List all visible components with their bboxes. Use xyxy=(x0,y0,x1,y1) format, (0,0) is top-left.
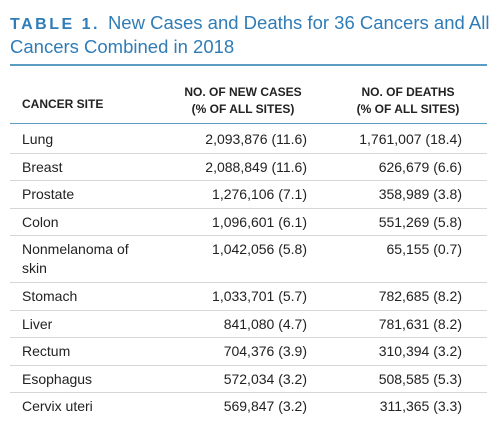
row-separator xyxy=(10,282,487,283)
new-cases: 704,376 (3.9) xyxy=(223,343,307,359)
cancer-site: Rectum xyxy=(22,343,71,359)
cancer-site: Breast xyxy=(22,158,63,175)
row-separator xyxy=(10,207,487,209)
row-separator xyxy=(10,235,487,236)
cancer-site: Cervix uteri xyxy=(22,398,93,414)
cancer-site: Esophagus xyxy=(22,370,93,387)
deaths: 781,631 (8.2) xyxy=(378,315,462,332)
deaths: 310,394 (3.2) xyxy=(378,343,462,359)
column-header: (% OF ALL SITES) xyxy=(356,102,460,116)
new-cases: 1,276,106 (7.1) xyxy=(212,186,307,202)
cancer-site: Liver xyxy=(22,315,53,332)
row-separator xyxy=(10,337,487,338)
row-separator xyxy=(10,309,487,311)
table-caption: New Cases and Deaths for 36 Cancers and … xyxy=(10,12,490,57)
deaths: 358,989 (3.8) xyxy=(378,186,462,202)
row-separator xyxy=(10,152,487,154)
column-header: (% OF ALL SITES) xyxy=(191,102,295,116)
table-label: TABLE 1. xyxy=(10,16,100,33)
deaths: 551,269 (5.8) xyxy=(378,213,462,230)
deaths: 508,585 (5.3) xyxy=(378,370,462,387)
row-separator xyxy=(10,392,487,393)
row-separator xyxy=(10,364,487,366)
row-separator xyxy=(10,180,487,181)
column-header: CANCER SITE xyxy=(22,97,104,111)
new-cases: 1,033,701 (5.7) xyxy=(212,288,307,304)
column-header: NO. OF NEW CASES xyxy=(184,85,302,99)
new-cases: 569,847 (3.2) xyxy=(223,398,307,414)
cancer-site: Colon xyxy=(22,213,59,230)
deaths: 311,365 (3.3) xyxy=(379,398,462,414)
deaths: 782,685 (8.2) xyxy=(378,288,462,304)
new-cases: 2,093,876 (11.6) xyxy=(205,131,307,147)
column-header: NO. OF DEATHS xyxy=(361,85,455,99)
new-cases: 572,034 (3.2) xyxy=(223,370,307,387)
top-rule xyxy=(10,64,487,66)
new-cases: 2,088,849 (11.6) xyxy=(205,158,307,175)
table-title: TABLE 1. New Cases and Deaths for 36 Canc… xyxy=(10,12,492,58)
new-cases: 841,080 (4.7) xyxy=(223,315,307,332)
new-cases: 1,096,601 (6.1) xyxy=(212,213,307,230)
deaths: 1,761,007 (18.4) xyxy=(359,131,462,147)
deaths: 65,155 (0.7) xyxy=(386,241,463,257)
deaths: 626,679 (6.6) xyxy=(378,158,462,175)
cancer-site: Nonmelanoma of skin xyxy=(22,241,129,276)
cancer-site: Prostate xyxy=(22,186,75,202)
cancer-site: Stomach xyxy=(22,288,78,304)
cancer-site: Lung xyxy=(22,131,54,147)
header-rule xyxy=(10,123,487,124)
new-cases: 1,042,056 (5.8) xyxy=(212,241,307,257)
